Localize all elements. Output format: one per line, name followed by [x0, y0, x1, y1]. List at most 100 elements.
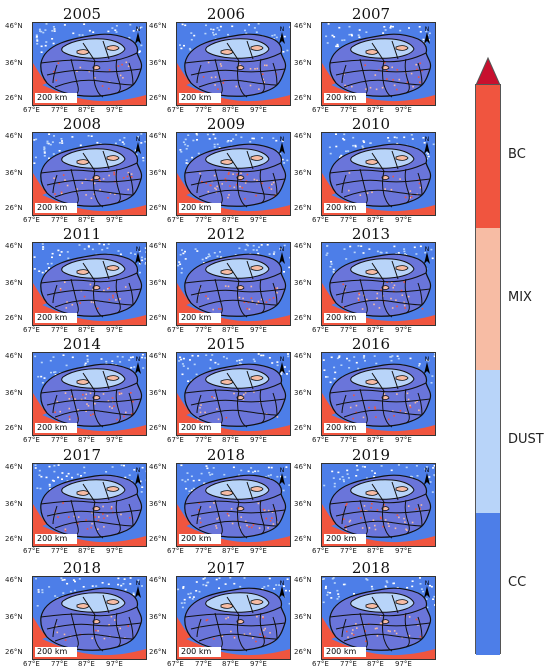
speckle	[44, 29, 47, 31]
speckle	[327, 23, 330, 25]
mix-speckle	[90, 301, 93, 303]
north-label: N	[425, 467, 430, 474]
speckle	[238, 474, 241, 477]
subregion-boundary	[214, 612, 223, 650]
mix-speckle	[256, 179, 258, 182]
mix-speckle	[113, 405, 115, 408]
speckle	[275, 36, 278, 39]
speckle	[40, 30, 43, 33]
lon-tick-label: 77°E	[195, 216, 212, 224]
mix-speckle	[276, 287, 279, 289]
mix-speckle	[217, 88, 219, 90]
map-frame	[32, 242, 147, 326]
mix-speckle	[258, 88, 260, 90]
speckle	[332, 271, 335, 273]
mix-speckle	[383, 61, 386, 64]
speckle	[395, 136, 398, 139]
speckle	[180, 358, 183, 361]
speckle	[217, 363, 220, 365]
speckle	[144, 247, 146, 249]
lon-tick-label: 77°E	[195, 436, 212, 444]
mix-speckle	[233, 392, 235, 395]
speckle	[132, 593, 135, 596]
speckle	[141, 486, 144, 488]
speckle	[352, 144, 355, 147]
mix-speckle	[404, 521, 406, 523]
speckle	[275, 584, 278, 586]
speckle	[331, 577, 334, 580]
mix-speckle	[343, 518, 345, 520]
north-arrow-icon: N	[279, 467, 285, 485]
speckle	[334, 371, 337, 374]
mix-speckle	[251, 300, 254, 302]
mix-speckle	[242, 398, 245, 401]
mix-speckle	[261, 182, 263, 185]
mix-speckle	[256, 303, 258, 305]
mix-lake-region	[250, 155, 264, 161]
speckle	[430, 382, 433, 384]
mix-speckle	[403, 304, 406, 307]
speckle	[275, 139, 278, 142]
mix-speckle	[216, 185, 218, 188]
speckle	[105, 360, 108, 363]
speckle	[282, 489, 285, 492]
subregion-boundary	[341, 284, 347, 304]
mix-speckle	[82, 393, 84, 396]
mix-speckle	[200, 404, 202, 406]
speckle	[191, 354, 194, 357]
speckle	[410, 475, 413, 478]
bc-region-west	[322, 393, 336, 419]
mix-speckle	[228, 514, 230, 517]
speckle	[34, 355, 37, 358]
speckle	[214, 137, 217, 140]
lon-tick-label: 67°E	[167, 436, 184, 444]
lon-tick-label: 97°E	[395, 216, 412, 224]
speckle	[189, 359, 191, 361]
speckle	[208, 471, 211, 474]
north-label: N	[136, 467, 141, 474]
subregion-boundary	[184, 493, 282, 505]
basin-boundary	[205, 592, 270, 613]
speckle	[280, 371, 283, 373]
speckle	[140, 256, 143, 259]
speckle	[41, 589, 44, 591]
mix-speckle	[60, 192, 63, 195]
speckle	[342, 583, 345, 586]
mix-speckle	[379, 516, 382, 519]
mix-speckle	[68, 407, 71, 410]
mix-speckle	[66, 301, 68, 303]
lat-tick-label: 46°N	[149, 576, 167, 584]
lat-tick-label: 26°N	[294, 314, 312, 322]
speckle	[48, 267, 50, 269]
lon-tick-label: 97°E	[395, 436, 412, 444]
mix-speckle	[395, 299, 397, 301]
mix-speckle	[116, 418, 118, 421]
map-panel: 2018 46°N 36°N 26°N 67°E 77°E 87°E 97°E 200 km N	[292, 558, 440, 670]
speckle	[330, 263, 333, 265]
speckle	[36, 487, 39, 489]
lon-tick-label: 97°E	[106, 106, 123, 114]
mix-speckle	[236, 183, 238, 186]
speckle	[193, 363, 196, 366]
mix-speckle	[260, 298, 263, 301]
speckle	[35, 138, 38, 141]
speckle	[38, 270, 41, 272]
speckle	[330, 597, 333, 599]
mix-speckle	[398, 78, 401, 81]
subregion-boundary	[198, 633, 278, 642]
subregion-boundary	[128, 172, 134, 196]
subregion-boundary	[70, 278, 79, 316]
speckle	[422, 137, 425, 139]
map-panel: 2017 46°N 36°N 26°N 67°E 77°E 87°E 97°E 200 km N	[147, 558, 295, 670]
speckle	[123, 143, 126, 145]
lat-tick-label: 46°N	[294, 576, 312, 584]
north-arrow-icon: N	[135, 246, 141, 264]
speckle	[111, 27, 114, 29]
mix-speckle	[94, 516, 96, 518]
speckle	[61, 140, 63, 142]
speckle	[240, 136, 243, 139]
speckle	[428, 476, 431, 478]
map-frame	[176, 352, 291, 436]
mix-speckles	[53, 61, 130, 90]
speckle	[56, 596, 59, 599]
